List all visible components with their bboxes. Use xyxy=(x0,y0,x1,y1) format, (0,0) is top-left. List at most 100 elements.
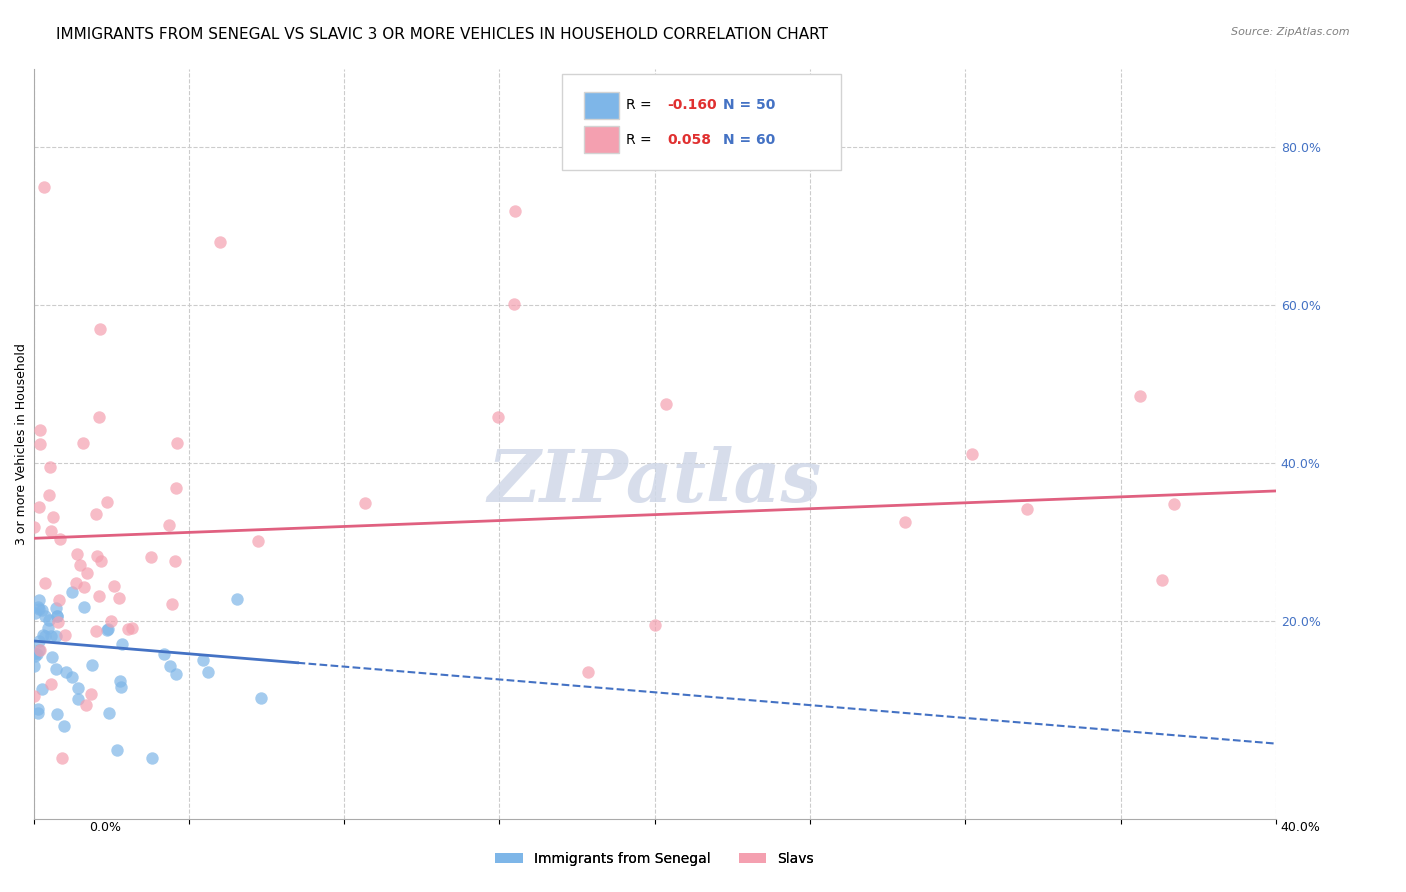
Point xyxy=(30,437,52,451)
Point xyxy=(107,591,129,605)
Point xyxy=(27,599,49,614)
Point xyxy=(53,719,76,733)
Point xyxy=(55,665,77,680)
Point xyxy=(84,624,107,638)
Point xyxy=(72,436,94,450)
Text: 40.0%: 40.0% xyxy=(1281,822,1320,834)
Point xyxy=(72,599,94,614)
Y-axis label: 3 or more Vehicles in Household: 3 or more Vehicles in Household xyxy=(15,343,28,544)
Point xyxy=(139,549,162,564)
Point xyxy=(193,653,215,667)
Point xyxy=(110,680,132,694)
Point xyxy=(45,629,67,643)
Point xyxy=(53,627,76,641)
Point xyxy=(97,623,120,637)
Point xyxy=(31,681,53,696)
Point xyxy=(45,662,67,676)
Point xyxy=(163,554,186,568)
Point xyxy=(46,706,69,721)
Point xyxy=(250,690,273,705)
Point xyxy=(27,602,49,616)
Text: 0.058: 0.058 xyxy=(666,133,711,147)
Point xyxy=(576,665,599,679)
Point xyxy=(165,666,187,681)
Text: Source: ZipAtlas.com: Source: ZipAtlas.com xyxy=(1232,27,1350,37)
Point xyxy=(69,558,91,572)
Text: -0.160: -0.160 xyxy=(666,98,717,112)
Point xyxy=(86,549,108,563)
Point xyxy=(41,510,63,524)
Point xyxy=(962,447,984,461)
Point xyxy=(60,670,83,684)
Point xyxy=(39,524,62,538)
Point xyxy=(27,592,49,607)
Point xyxy=(34,575,56,590)
Point xyxy=(24,646,46,660)
Point xyxy=(28,500,51,514)
Point xyxy=(60,584,83,599)
Text: IMMIGRANTS FROM SENEGAL VS SLAVIC 3 OR MORE VEHICLES IN HOUSEHOLD CORRELATION CH: IMMIGRANTS FROM SENEGAL VS SLAVIC 3 OR M… xyxy=(56,27,828,42)
Point xyxy=(96,494,118,508)
Point xyxy=(28,642,51,657)
Point xyxy=(22,658,45,673)
Point xyxy=(166,436,188,450)
Point xyxy=(41,649,63,664)
Point xyxy=(105,743,128,757)
Point xyxy=(31,603,53,617)
Point xyxy=(117,622,139,636)
Point xyxy=(51,750,73,764)
Point xyxy=(46,609,69,624)
Point xyxy=(75,698,97,712)
Point xyxy=(96,624,118,638)
Point xyxy=(27,706,49,721)
Point xyxy=(28,642,51,657)
Point xyxy=(24,649,46,664)
Point xyxy=(644,618,666,632)
Point xyxy=(34,180,56,194)
Point xyxy=(157,517,180,532)
Point xyxy=(48,592,70,607)
Point xyxy=(159,658,181,673)
Point xyxy=(90,554,112,568)
Point xyxy=(49,532,72,546)
Point xyxy=(82,657,104,672)
Point xyxy=(73,580,96,594)
Point xyxy=(22,519,45,533)
Point xyxy=(111,637,134,651)
Point xyxy=(160,597,183,611)
Point xyxy=(31,628,53,642)
Point xyxy=(100,614,122,628)
Point xyxy=(28,633,51,648)
Point xyxy=(98,706,121,720)
Text: 0.0%: 0.0% xyxy=(90,822,121,834)
Point xyxy=(655,397,678,411)
Point xyxy=(66,547,89,561)
Text: N = 60: N = 60 xyxy=(723,133,775,147)
Point xyxy=(89,322,111,336)
Point xyxy=(22,689,45,703)
Bar xyxy=(583,127,619,153)
Point xyxy=(141,751,163,765)
Point xyxy=(108,674,131,689)
Point xyxy=(38,613,60,627)
Point xyxy=(37,621,59,635)
Point xyxy=(24,607,46,621)
Point xyxy=(1163,497,1185,511)
Point xyxy=(208,235,231,250)
Point xyxy=(27,702,49,716)
Point xyxy=(34,629,56,643)
Point xyxy=(153,647,176,661)
Point xyxy=(65,576,87,591)
Text: N = 50: N = 50 xyxy=(723,98,775,112)
Point xyxy=(226,592,249,607)
Text: ZIPatlas: ZIPatlas xyxy=(488,446,821,516)
Point xyxy=(503,297,526,311)
Point xyxy=(76,566,98,580)
Point xyxy=(1150,573,1173,587)
Point xyxy=(39,459,62,474)
Point xyxy=(45,609,67,624)
Point xyxy=(45,600,67,615)
Point xyxy=(46,615,69,629)
Legend: Immigrants from Senegal, Slavs: Immigrants from Senegal, Slavs xyxy=(489,847,820,871)
Point xyxy=(486,409,509,424)
